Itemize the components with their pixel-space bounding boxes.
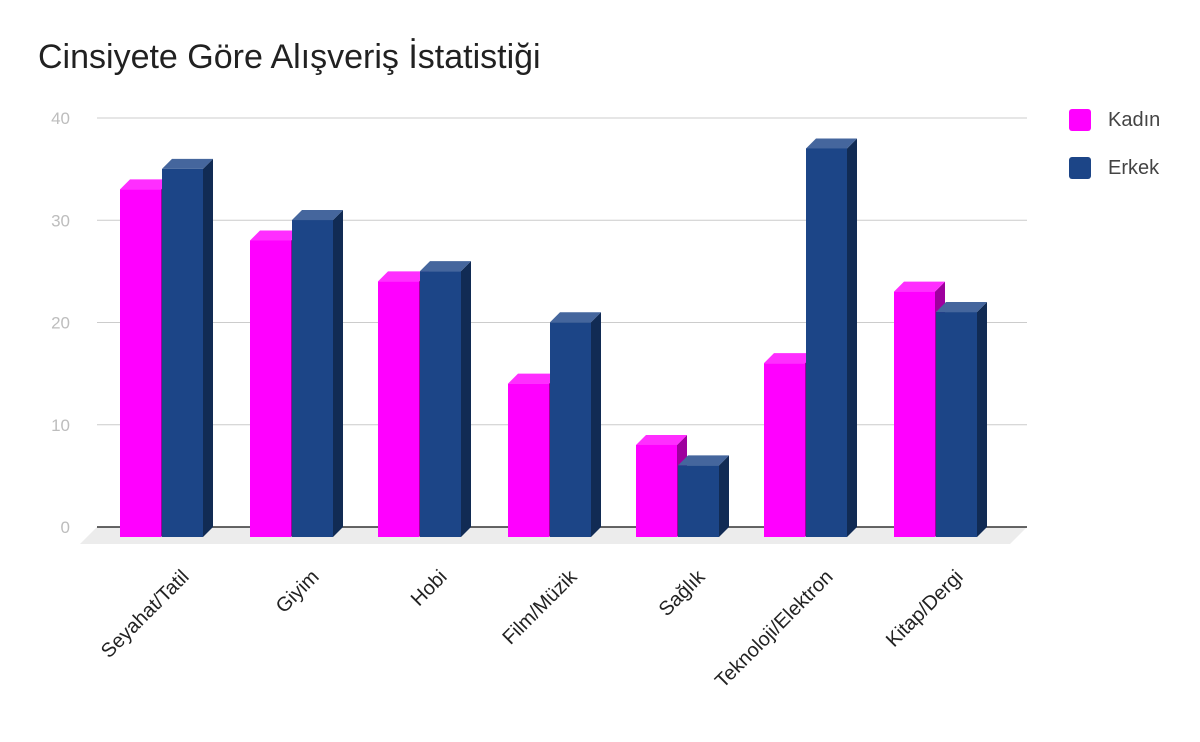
bar-top — [806, 138, 857, 149]
bar-top — [894, 281, 945, 292]
category-label: Film/Müzik — [498, 565, 582, 649]
bar-front — [550, 322, 591, 537]
category-label: Sağlık — [655, 565, 711, 621]
bar-top — [764, 353, 815, 364]
bar-front — [936, 312, 977, 537]
bar-top — [936, 302, 987, 313]
bar-top — [120, 179, 171, 190]
category-label: Giyim — [272, 566, 324, 618]
y-tick-label: 0 — [61, 518, 70, 537]
y-tick-label: 30 — [51, 211, 70, 230]
bar-front — [806, 148, 847, 537]
bar — [936, 302, 987, 537]
bar-side — [203, 158, 213, 537]
bar-front — [636, 444, 677, 537]
y-tick-label: 10 — [51, 416, 70, 435]
bar-top — [162, 158, 213, 169]
legend-label-kadin: Kadın — [1108, 108, 1161, 131]
bar-top — [550, 312, 601, 323]
bar-front — [508, 383, 549, 537]
bar — [806, 138, 857, 537]
bar-top — [250, 230, 301, 241]
bar-side — [847, 138, 857, 537]
bar-front — [120, 189, 161, 537]
bar-front — [894, 291, 935, 537]
bar-top — [378, 271, 429, 282]
bar-top — [420, 261, 471, 272]
bar-top — [292, 210, 343, 221]
bar-side — [333, 210, 343, 537]
category-label: Hobi — [407, 566, 452, 611]
bar-top — [508, 373, 559, 384]
bar — [292, 210, 343, 537]
bar-front — [292, 220, 333, 537]
y-tick-label: 20 — [51, 314, 70, 333]
legend-swatch-kadin — [1069, 109, 1091, 131]
legend-label-erkek: Erkek — [1108, 156, 1160, 179]
bar-front — [378, 281, 419, 537]
bar-front — [420, 271, 461, 537]
bar-side — [719, 455, 729, 537]
bar — [636, 434, 687, 537]
category-label: Teknoloji/Elektron — [711, 566, 837, 692]
bar — [550, 312, 601, 537]
bar-side — [461, 261, 471, 537]
bar-front — [678, 465, 719, 537]
bar-side — [591, 312, 601, 537]
category-label: Seyahat/Tatil — [97, 566, 194, 663]
bar — [420, 261, 471, 537]
bar-top — [636, 434, 687, 445]
bar — [678, 455, 729, 537]
legend-item-kadin: Kadın — [1069, 106, 1160, 134]
legend-swatch-erkek — [1069, 157, 1091, 179]
legend: Kadın Erkek — [1069, 106, 1160, 202]
bar-side — [977, 302, 987, 537]
category-label: Kitap/Dergi — [882, 566, 968, 652]
y-tick-label: 40 — [51, 109, 70, 128]
bar-top — [678, 455, 729, 466]
bar-front — [764, 363, 805, 537]
chart-title: Cinsiyete Göre Alışveriş İstatistiği — [38, 38, 541, 76]
bar-front — [250, 240, 291, 537]
legend-item-erkek: Erkek — [1069, 154, 1160, 182]
bar — [162, 158, 213, 537]
bar-front — [162, 168, 203, 537]
